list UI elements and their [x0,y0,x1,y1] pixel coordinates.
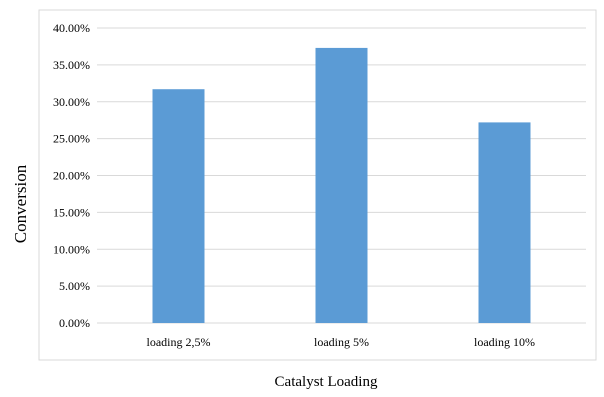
y-tick-label: 10.00% [53,242,90,256]
bar [315,47,368,323]
x-tick-label: loading 5% [314,335,369,349]
bars [152,47,531,324]
y-tick-labels: 0.00% 5.00% 10.00% 15.00% 20.00% 25.00% 30.00%… [53,21,90,330]
y-tick-label: 30.00% [53,95,90,109]
x-tick-labels: loading 2,5% loading 5% loading 10% [147,335,536,349]
y-tick-label: 5.00% [59,279,90,293]
y-tick-label: 0.00% [59,316,90,330]
y-tick-label: 20.00% [53,169,90,183]
y-tick-label: 15.00% [53,205,90,219]
y-tick-label: 35.00% [53,58,90,72]
x-tick-label: loading 2,5% [147,335,211,349]
x-tick-label: loading 10% [474,335,535,349]
bar [478,122,531,324]
y-tick-label: 40.00% [53,21,90,35]
y-tick-label: 25.00% [53,132,90,146]
bar [152,89,205,324]
x-axis-label: Catalyst Loading [275,374,378,390]
y-axis-label: Conversion [11,164,30,243]
